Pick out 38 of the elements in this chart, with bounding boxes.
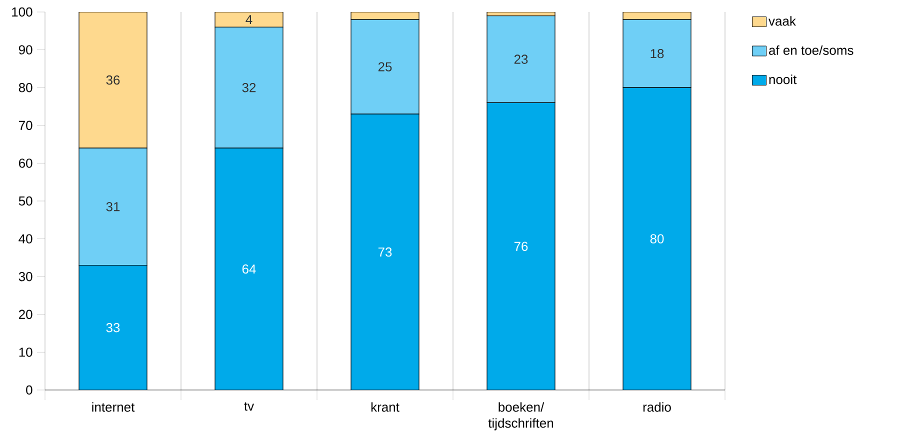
y-tick-label: 100 <box>12 7 32 17</box>
data-label: 4 <box>246 15 252 24</box>
y-tick-label: 90 <box>18 45 32 54</box>
bar <box>78 12 148 148</box>
y-tick-label: 0 <box>26 385 32 395</box>
data-label: 31 <box>106 202 120 212</box>
data-label: 25 <box>378 62 392 72</box>
data-label: 32 <box>242 82 256 92</box>
data-label: 36 <box>106 75 120 85</box>
data-label: 23 <box>514 54 528 64</box>
data-label: 76 <box>514 242 528 251</box>
x-tick-label: tv <box>244 402 254 411</box>
bar <box>79 265 148 390</box>
y-tick-label: 10 <box>19 348 32 357</box>
y-tick-label: 20 <box>18 310 32 319</box>
x-tick-label: boeken/ tijdschriften <box>488 402 554 430</box>
y-tick-label: 50 <box>18 196 32 206</box>
data-label: 64 <box>242 264 256 274</box>
x-tick-label: radio <box>643 402 671 412</box>
x-tick-label: krant <box>371 402 400 412</box>
data-label: 73 <box>378 247 392 257</box>
y-tick-label: 70 <box>19 120 32 130</box>
y-tick-label: 80 <box>18 82 32 92</box>
bar <box>215 148 284 390</box>
bar <box>487 102 556 390</box>
legend-label: af en toe/soms <box>769 45 854 55</box>
data-label: 18 <box>650 48 664 58</box>
legend-label: vaak <box>768 16 796 26</box>
data-label: 33 <box>106 323 120 332</box>
bar <box>351 114 420 390</box>
data-label: 80 <box>650 234 664 244</box>
y-tick-label: 60 <box>18 158 32 168</box>
y-tick-label: 40 <box>18 234 32 244</box>
bar <box>214 12 284 28</box>
legend-label: nooit <box>769 74 797 84</box>
bar <box>622 87 692 390</box>
x-tick-label: internet <box>92 402 135 412</box>
y-tick-label: 30 <box>18 272 32 282</box>
